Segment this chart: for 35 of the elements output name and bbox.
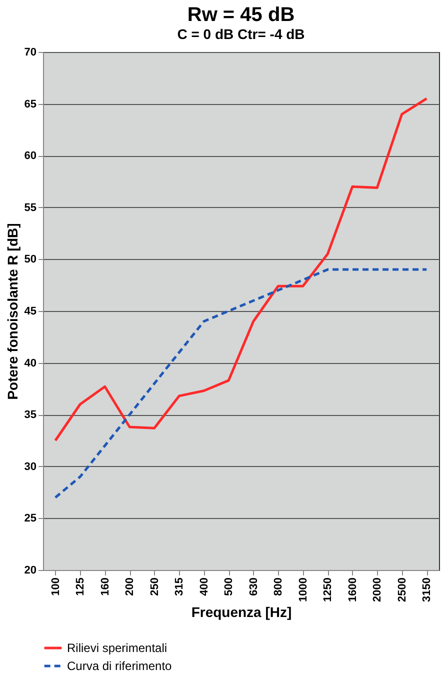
x-axis-title: Frequenza [Hz] bbox=[191, 604, 292, 620]
legend-label: Rilievi sperimentali bbox=[67, 641, 168, 655]
x-tick-label: 200 bbox=[124, 578, 136, 596]
x-tick-label: 500 bbox=[223, 578, 236, 596]
line-series bbox=[54, 268, 428, 499]
x-tick-label: 800 bbox=[272, 578, 285, 596]
x-tick-label: 630 bbox=[248, 578, 260, 596]
y-tick-label: 25 bbox=[24, 512, 36, 525]
y-axis-title: Potere fonoisolante R [dB] bbox=[4, 223, 20, 400]
y-tick-label: 60 bbox=[24, 150, 36, 162]
y-tick-label: 45 bbox=[24, 306, 36, 318]
y-tick-label: 70 bbox=[24, 46, 36, 58]
x-tick-label: 2000 bbox=[372, 578, 384, 602]
x-tick-label: 1250 bbox=[322, 578, 334, 602]
chart-subtitle: C = 0 dB Ctr= -4 dB bbox=[177, 26, 305, 42]
x-tick-label: 250 bbox=[148, 578, 161, 596]
y-tick-label: 50 bbox=[24, 254, 36, 266]
x-tick-label: 3150 bbox=[421, 578, 434, 602]
x-tick-label: 2500 bbox=[396, 578, 408, 602]
x-tick-label: 400 bbox=[198, 578, 210, 596]
chart-title: Rw = 45 dB bbox=[187, 4, 295, 26]
x-tick-label: 1000 bbox=[297, 578, 310, 602]
x-tick-label: 160 bbox=[99, 578, 112, 596]
x-tick-label: 315 bbox=[174, 578, 186, 596]
x-tick-label: 100 bbox=[50, 578, 62, 596]
legend-label: Curva di riferimento bbox=[67, 659, 172, 673]
y-tick-label: 40 bbox=[24, 357, 36, 370]
y-tick-label: 35 bbox=[24, 409, 36, 422]
x-tick-label: 125 bbox=[74, 578, 87, 596]
y-tick-label: 55 bbox=[24, 202, 36, 214]
line-series bbox=[54, 97, 428, 442]
y-tick-label: 20 bbox=[24, 564, 36, 576]
x-tick-label: 1600 bbox=[346, 578, 359, 602]
y-tick-label: 30 bbox=[24, 460, 36, 473]
y-tick-label: 65 bbox=[24, 98, 36, 110]
